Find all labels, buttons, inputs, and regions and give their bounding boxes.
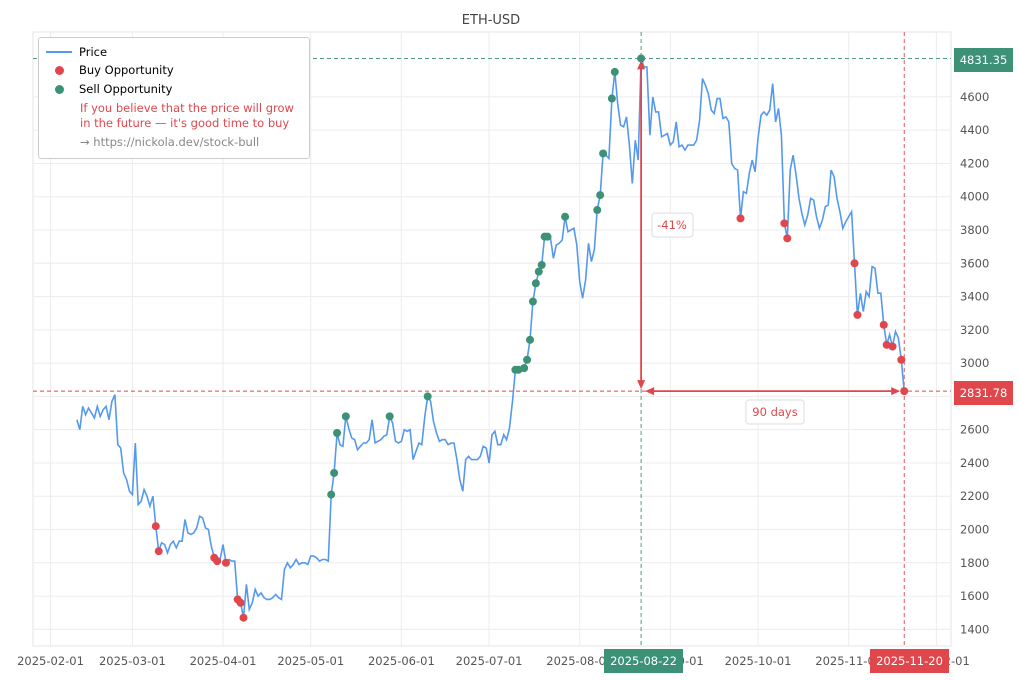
legend-entry-price: Price	[39, 43, 107, 61]
y-tick-label: 4000	[960, 190, 989, 204]
chart-title: ETH-USD	[462, 13, 520, 28]
x-tick-label: 2025-10-01	[725, 654, 792, 668]
sell-point	[607, 94, 616, 103]
sell-point	[423, 392, 432, 401]
sell-point	[528, 297, 537, 306]
sell-point	[385, 412, 394, 421]
max-value-badge: 4831.35	[954, 48, 1013, 72]
buy-point	[221, 558, 230, 567]
buy-point	[151, 522, 160, 531]
sell-point	[537, 260, 546, 269]
buy-point	[213, 557, 222, 566]
max-date-badge: 2025-08-22	[604, 649, 683, 673]
buy-point	[736, 214, 745, 223]
buy-point	[236, 598, 245, 607]
sell-point	[593, 206, 602, 215]
x-tick-label: 2025-03-01	[99, 654, 166, 668]
buy-point	[780, 219, 789, 228]
y-axis-ticks: 1400160018002000220024002600280030003200…	[960, 90, 989, 636]
buy-points	[151, 214, 909, 622]
sell-point	[531, 279, 540, 288]
y-tick-label: 3600	[960, 256, 989, 270]
legend-note-line-2: in the future — it's good time to buy	[80, 116, 290, 130]
sell-point	[526, 335, 535, 344]
plot-area	[32, 31, 952, 647]
sell-point	[561, 212, 570, 221]
sell-point	[523, 355, 532, 364]
sell-point	[327, 490, 336, 499]
last-value-badge: 2831.78	[954, 381, 1013, 405]
arrow-head-left	[645, 387, 655, 396]
sell-point	[610, 67, 619, 76]
y-tick-label: 3000	[960, 356, 989, 370]
legend-label: Buy Opportunity	[79, 63, 174, 77]
max-date-label: 2025-08-22	[610, 654, 677, 668]
last-date-label: 2025-11-20	[876, 654, 943, 668]
buy-point	[783, 234, 792, 243]
sell-point	[333, 429, 342, 438]
buy-point	[853, 310, 862, 319]
drop-label-box: -41%	[651, 212, 694, 238]
arrow-head-up	[637, 60, 646, 70]
legend-entry-sell: Sell Opportunity	[39, 80, 172, 98]
y-tick-label: 1800	[960, 556, 989, 570]
legend-label: Price	[79, 45, 108, 59]
x-tick-label: 2025-07-01	[456, 654, 523, 668]
buy-point	[154, 547, 163, 556]
x-tick-label: 2025-08-01	[546, 654, 613, 668]
max-value-label: 4831.35	[960, 53, 1008, 67]
buy-point	[897, 355, 906, 364]
drop-percent-label: -41%	[657, 218, 687, 232]
y-tick-label: 4400	[960, 123, 989, 137]
sell-point	[599, 149, 608, 158]
buy-point	[879, 320, 888, 329]
y-tick-label: 3400	[960, 290, 989, 304]
last-date-badge: 2025-11-20	[870, 649, 949, 673]
sell-point	[596, 191, 605, 200]
legend-link[interactable]: → https://nickola.dev/stock-bull	[80, 135, 260, 149]
green-dot-icon	[54, 84, 64, 94]
legend-label: Sell Opportunity	[79, 82, 173, 96]
y-tick-label: 2200	[960, 489, 989, 503]
y-tick-label: 4200	[960, 156, 989, 170]
buy-point	[888, 342, 897, 351]
sell-point	[330, 468, 339, 477]
y-tick-label: 3800	[960, 223, 989, 237]
sell-points	[327, 54, 646, 499]
y-tick-label: 2600	[960, 423, 989, 437]
x-axis-ticks: 2025-02-01 2025-03-01 2025-04-01 2025-05-01…	[17, 654, 970, 668]
buy-point	[850, 259, 859, 268]
legend-entry-buy: Buy Opportunity	[39, 61, 174, 79]
sell-point	[341, 412, 350, 421]
y-tick-label: 1400	[960, 622, 989, 636]
red-dot-icon	[54, 65, 64, 75]
horizontal-gridlines	[33, 96, 951, 630]
y-tick-label: 2000	[960, 523, 989, 537]
x-tick-label: 2025-11-01	[815, 654, 882, 668]
last-value-label: 2831.78	[960, 386, 1008, 400]
y-tick-label: 2400	[960, 456, 989, 470]
arrow-head-right	[891, 387, 901, 396]
sell-point	[543, 232, 552, 241]
buy-point	[239, 613, 248, 622]
y-tick-label: 3200	[960, 323, 989, 337]
sell-point	[534, 267, 543, 276]
buy-point	[900, 387, 909, 396]
days-label: 90 days	[752, 405, 797, 419]
sell-point	[520, 364, 529, 373]
x-tick-label: 2025-02-01	[17, 654, 84, 668]
drop-arrows	[637, 60, 901, 396]
sell-point	[637, 54, 646, 63]
arrow-head-down	[637, 380, 646, 390]
x-tick-label: 2025-06-01	[368, 654, 435, 668]
legend-note-line-1: If you believe that the price will grow	[80, 101, 294, 115]
x-tick-label: 2025-04-01	[190, 654, 257, 668]
y-tick-label: 1600	[960, 589, 989, 603]
line-swatch-icon	[46, 51, 72, 53]
legend: Price Buy Opportunity Sell Opportunity I…	[38, 37, 310, 159]
x-tick-label: 2025-05-01	[277, 654, 344, 668]
days-label-box: 90 days	[745, 399, 805, 425]
y-tick-label: 4600	[960, 90, 989, 104]
